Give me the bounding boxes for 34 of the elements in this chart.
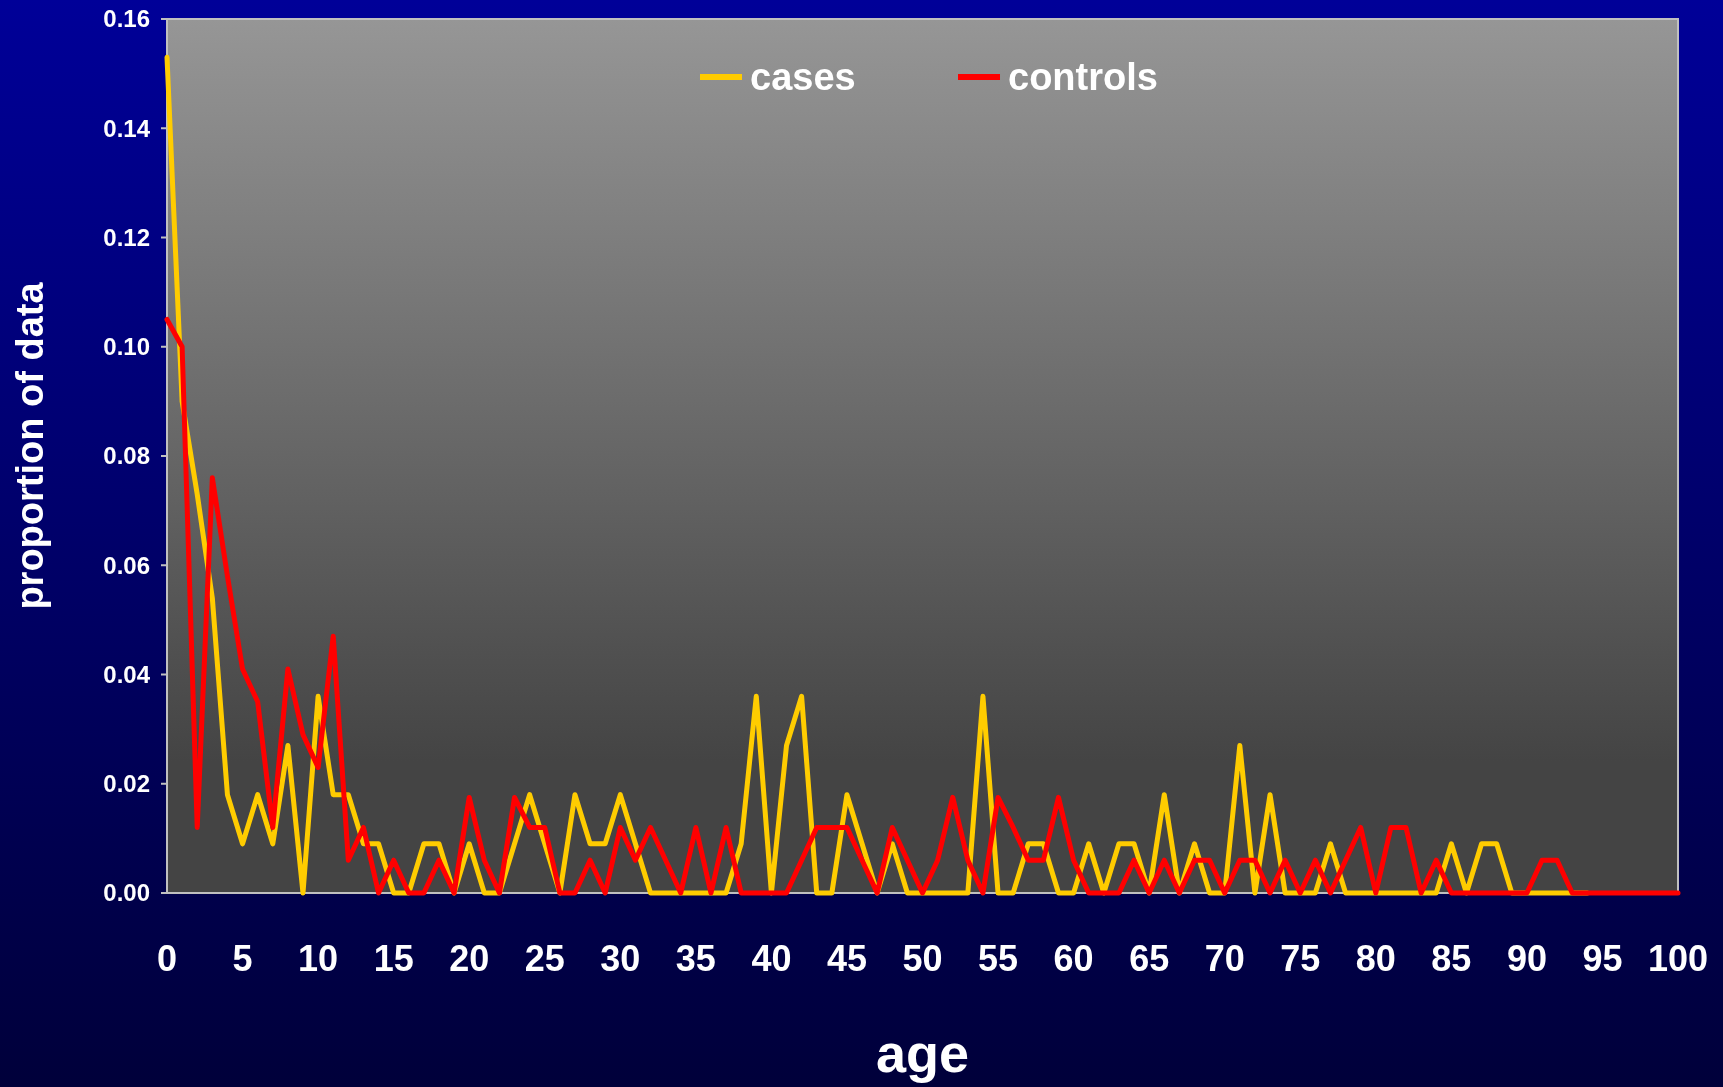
y-axis-title: proportion of data <box>9 281 52 610</box>
x-tick-label: 85 <box>1431 937 1472 979</box>
y-tick-label: 0.10 <box>103 333 150 361</box>
x-tick-label: 45 <box>826 937 867 979</box>
x-axis-title: age <box>875 1022 970 1083</box>
x-tick-label: 90 <box>1506 937 1547 979</box>
x-tick-label: 20 <box>449 937 490 979</box>
x-tick-label: 40 <box>751 937 792 979</box>
x-tick-label: 35 <box>675 937 716 979</box>
y-tick-label: 0.04 <box>103 660 151 688</box>
y-tick-label: 0.08 <box>103 442 150 470</box>
y-tick-label: 0.16 <box>103 5 150 33</box>
y-tick-label: 0.06 <box>103 551 150 579</box>
x-tick-label: 5 <box>232 937 253 979</box>
x-tick-label: 60 <box>1053 937 1094 979</box>
x-tick-label: 70 <box>1204 937 1245 979</box>
x-tick-label: 80 <box>1355 937 1396 979</box>
y-tick-label: 0.12 <box>103 223 150 251</box>
x-tick-label: 10 <box>298 937 339 979</box>
y-tick-label: 0.00 <box>103 879 150 907</box>
x-tick-label: 55 <box>978 937 1019 979</box>
x-tick-label: 15 <box>373 937 414 979</box>
y-tick-label: 0.14 <box>103 114 151 142</box>
legend-label: cases <box>750 56 856 99</box>
x-tick-label: 65 <box>1129 937 1170 979</box>
x-tick-label: 30 <box>600 937 641 979</box>
x-tick-label: 50 <box>902 937 943 979</box>
x-tick-label: 95 <box>1582 937 1623 979</box>
x-tick-label: 100 <box>1647 937 1709 979</box>
x-tick-label: 25 <box>524 937 565 979</box>
y-tick-label: 0.02 <box>103 770 150 798</box>
x-tick-label: 0 <box>156 937 178 979</box>
legend-label: controls <box>1008 56 1158 99</box>
x-tick-label: 75 <box>1280 937 1321 979</box>
